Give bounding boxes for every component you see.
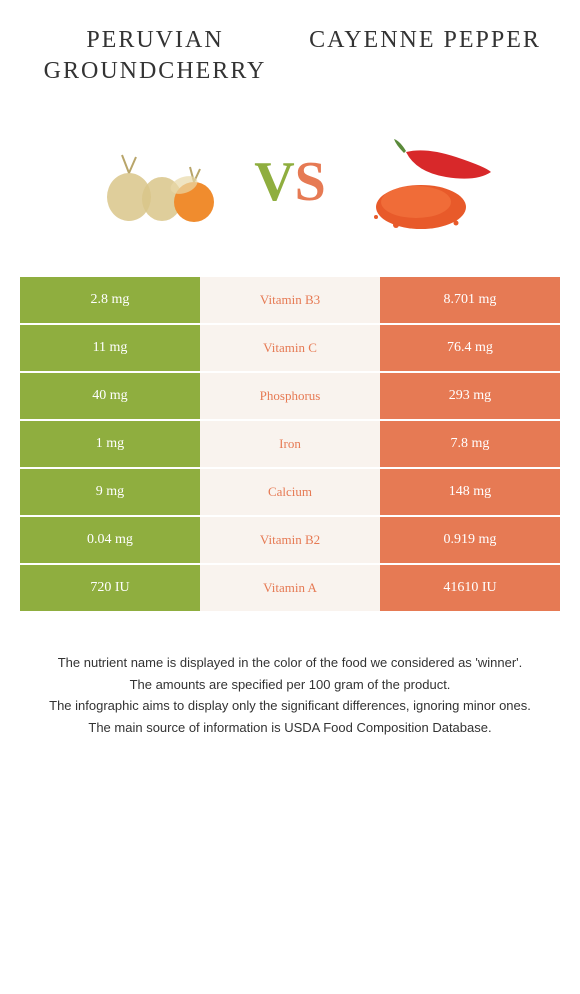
table-row: 9 mgCalcium148 mg	[20, 469, 560, 517]
nutrient-name: Vitamin B3	[200, 277, 380, 323]
right-value: 8.701 mg	[380, 277, 560, 323]
nutrient-name: Calcium	[200, 469, 380, 515]
vs-row: VS	[0, 97, 580, 277]
footer-notes: The nutrient name is displayed in the co…	[0, 613, 580, 759]
nutrient-name: Vitamin B2	[200, 517, 380, 563]
table-row: 720 IUVitamin A41610 IU	[20, 565, 560, 613]
table-row: 11 mgVitamin C76.4 mg	[20, 325, 560, 373]
table-row: 0.04 mgVitamin B20.919 mg	[20, 517, 560, 565]
left-value: 40 mg	[20, 373, 200, 419]
nutrient-table: 2.8 mgVitamin B38.701 mg11 mgVitamin C76…	[20, 277, 560, 613]
right-value: 76.4 mg	[380, 325, 560, 371]
left-value: 720 IU	[20, 565, 200, 611]
footer-line: The amounts are specified per 100 gram o…	[20, 675, 560, 695]
left-title-col: Peruvian groundcherry	[20, 25, 290, 87]
footer-line: The nutrient name is displayed in the co…	[20, 653, 560, 673]
cayenne-icon	[346, 127, 496, 237]
right-value: 293 mg	[380, 373, 560, 419]
nutrient-name: Vitamin A	[200, 565, 380, 611]
groundcherry-icon	[84, 127, 234, 237]
left-food-title: Peruvian groundcherry	[20, 25, 290, 87]
vs-s: S	[295, 150, 326, 214]
right-value: 148 mg	[380, 469, 560, 515]
right-title-col: Cayenne pepper	[290, 25, 560, 87]
left-value: 9 mg	[20, 469, 200, 515]
left-value: 2.8 mg	[20, 277, 200, 323]
footer-line: The infographic aims to display only the…	[20, 696, 560, 716]
nutrient-name: Iron	[200, 421, 380, 467]
nutrient-name: Vitamin C	[200, 325, 380, 371]
right-value: 41610 IU	[380, 565, 560, 611]
right-food-title: Cayenne pepper	[290, 25, 560, 56]
table-row: 40 mgPhosphorus293 mg	[20, 373, 560, 421]
right-value: 7.8 mg	[380, 421, 560, 467]
nutrient-name: Phosphorus	[200, 373, 380, 419]
vs-v: V	[254, 150, 294, 214]
table-row: 1 mgIron7.8 mg	[20, 421, 560, 469]
right-value: 0.919 mg	[380, 517, 560, 563]
header: Peruvian groundcherry Cayenne pepper	[0, 0, 580, 97]
vs-label: VS	[254, 150, 326, 214]
table-row: 2.8 mgVitamin B38.701 mg	[20, 277, 560, 325]
left-value: 1 mg	[20, 421, 200, 467]
footer-line: The main source of information is USDA F…	[20, 718, 560, 738]
left-value: 0.04 mg	[20, 517, 200, 563]
left-value: 11 mg	[20, 325, 200, 371]
